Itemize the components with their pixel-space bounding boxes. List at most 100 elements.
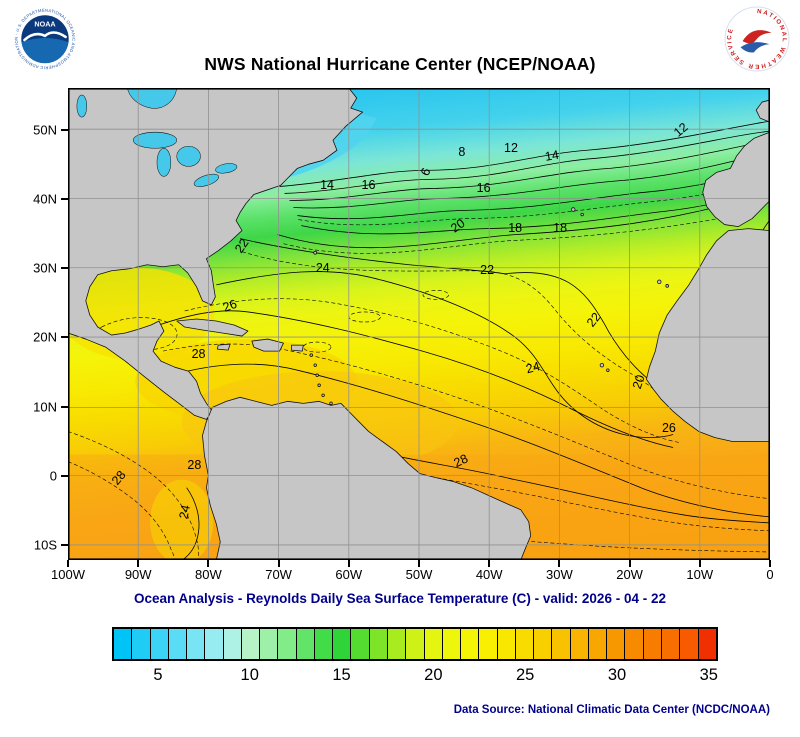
- lesser-antilles: [321, 393, 325, 398]
- lon-tick-mark: [137, 560, 140, 567]
- lake-michigan: [156, 148, 172, 177]
- lon-tick-mark: [207, 560, 210, 567]
- colorbar-cell: [205, 629, 224, 659]
- colorbar-cell: [387, 629, 407, 659]
- lesser-antilles: [313, 363, 317, 367]
- colorbar-cell: [661, 629, 681, 659]
- hudson-bay: [127, 88, 178, 109]
- colorbar-tick-label: 5: [153, 666, 163, 684]
- colorbar-cell: [552, 629, 571, 659]
- lake-winnipeg: [76, 94, 88, 118]
- colorbar-cell: [588, 629, 608, 659]
- lon-tick-label: 50W: [405, 567, 433, 582]
- colorbar-cell: [461, 629, 480, 659]
- colorbar-tick-label: 15: [332, 666, 351, 684]
- hispaniola: [251, 338, 284, 352]
- colorbar-cell: [260, 629, 279, 659]
- map-border: [68, 88, 770, 560]
- lat-tick-label: 10N: [33, 399, 57, 415]
- lon-tick-mark: [67, 560, 69, 567]
- south-america: [202, 396, 532, 560]
- lon-tick-label: 10W: [686, 567, 714, 582]
- colorbar-cells: [114, 629, 716, 659]
- france-iberia: [702, 131, 770, 227]
- colorbar-cell: [278, 629, 297, 659]
- colorbar-cell: [607, 629, 626, 659]
- noaa-emblem-sea: [21, 37, 69, 64]
- noaa-logo: NATIONAL OCEANIC AND ATMOSPHERIC ADMINIS…: [12, 6, 77, 71]
- colorbar-tick-label: 30: [607, 666, 627, 684]
- lesser-antilles: [315, 373, 319, 377]
- lesser-antilles: [309, 353, 313, 357]
- lat-tick-label: 0: [49, 468, 57, 484]
- lake-erie: [193, 173, 219, 187]
- colorbar-cell: [114, 629, 133, 659]
- land-masses: [68, 88, 770, 560]
- colorbar: [112, 627, 718, 661]
- colorbar-cell: [187, 629, 206, 659]
- colorbar-cell: [333, 629, 352, 659]
- colorbar-cell: [223, 629, 242, 659]
- data-source: Data Source: National Climatic Data Cent…: [453, 704, 770, 716]
- colorbar-cell: [424, 629, 443, 659]
- colorbar-cell: [369, 629, 388, 659]
- cape-verde: [606, 368, 610, 372]
- lat-tick-mark: [61, 336, 68, 339]
- nws-logo: NATIONAL WEATHER SERVICE: [724, 6, 790, 72]
- lon-tick-label: 20W: [616, 567, 643, 582]
- lat-tick-label: 20N: [33, 329, 57, 345]
- lon-tick-label: 0: [766, 567, 774, 582]
- lon-tick-mark: [628, 560, 631, 567]
- colorbar-cell: [314, 629, 334, 659]
- colorbar-cell: [534, 629, 553, 659]
- lake-huron: [176, 145, 201, 167]
- cape-verde: [599, 362, 605, 368]
- colorbar-tick-label: 35: [699, 666, 718, 684]
- noaa-gull-icon: [23, 31, 67, 42]
- lon-tick-label: 100W: [51, 567, 85, 582]
- lesser-antilles: [317, 383, 321, 387]
- lon-tick-label: 90W: [124, 567, 152, 582]
- lat-tick-label: 10S: [33, 537, 57, 553]
- lakes: [76, 88, 238, 187]
- page-title: NWS National Hurricane Center (NCEP/NOAA…: [204, 54, 596, 74]
- lon-tick-label: 70W: [265, 567, 292, 582]
- lat-tick-label: 50N: [33, 122, 57, 138]
- lesser-antilles: [329, 401, 333, 406]
- nws-red-swoosh-icon: [742, 30, 772, 44]
- colorbar-cell: [132, 629, 151, 659]
- puerto-rico: [291, 344, 304, 352]
- lon-tick-label: 40W: [475, 567, 503, 582]
- nws-logo-bg: [724, 6, 790, 72]
- colorbar-cell: [625, 629, 644, 659]
- lon-tick-mark: [418, 560, 420, 567]
- canary-islands: [665, 284, 669, 288]
- jamaica: [216, 343, 231, 351]
- colorbar-cell: [497, 629, 516, 659]
- lake-ontario: [215, 163, 238, 174]
- sst-map: 50N 40N 30N 20N 10N 0 10S 100W 90W 80W 70W 60W 50W 4…: [33, 88, 774, 582]
- cuba: [176, 318, 249, 337]
- lon-tick-mark: [277, 560, 280, 567]
- lat-tick-label: 30N: [33, 260, 57, 276]
- colorbar-cell: [680, 629, 699, 659]
- lat-tick-mark: [61, 474, 68, 477]
- colorbar-cell: [296, 629, 315, 659]
- bermuda: [313, 250, 318, 255]
- colorbar-cell: [570, 629, 589, 659]
- colorbar-tick-label: 10: [240, 666, 259, 684]
- lon-tick-mark: [769, 560, 771, 567]
- colorbar-cell: [515, 629, 535, 659]
- colorbar-cell: [479, 629, 498, 659]
- lat-tick-mark: [61, 128, 68, 131]
- azores: [580, 212, 584, 217]
- map-svg: [68, 88, 770, 560]
- lat-tick-mark: [61, 267, 68, 270]
- colorbar-cell: [150, 629, 169, 659]
- lon-tick-mark: [698, 560, 701, 567]
- lat-tick-mark: [61, 405, 68, 408]
- grid-lines: [68, 88, 770, 560]
- lon-tick-mark: [558, 560, 561, 567]
- colorbar-cell: [643, 629, 662, 659]
